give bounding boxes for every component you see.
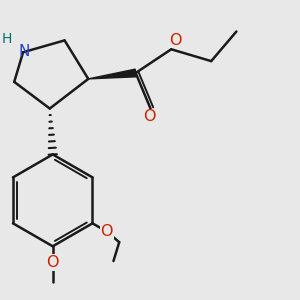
- Text: O: O: [143, 109, 155, 124]
- Text: O: O: [169, 34, 182, 49]
- Polygon shape: [88, 69, 136, 79]
- Text: H: H: [2, 32, 12, 46]
- Text: N: N: [19, 44, 30, 59]
- Text: O: O: [100, 224, 113, 239]
- Text: O: O: [46, 255, 59, 270]
